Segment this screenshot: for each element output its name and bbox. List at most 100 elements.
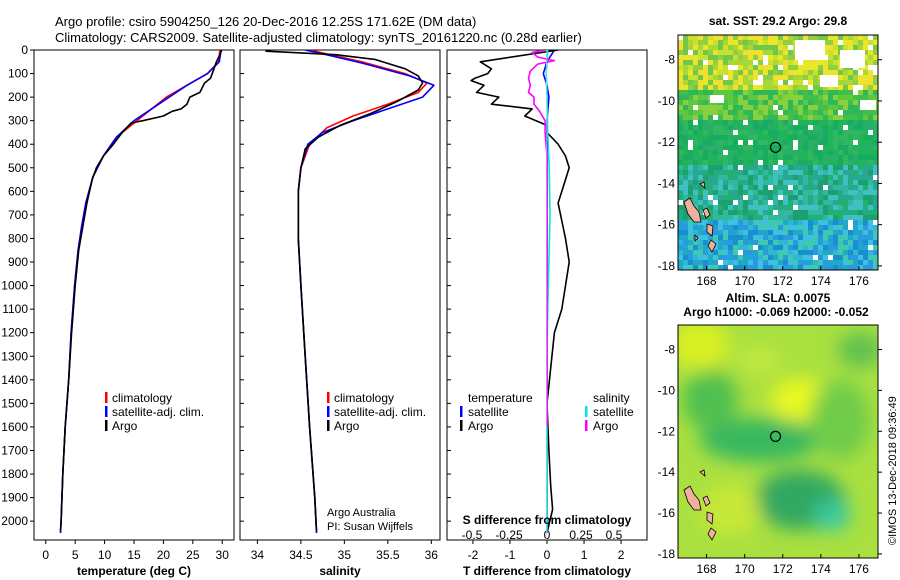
sst-cell <box>818 135 823 140</box>
sst-cell <box>848 130 853 135</box>
sst-cell <box>683 190 688 195</box>
sst-cell <box>818 100 823 105</box>
sst-cell <box>858 245 863 250</box>
sst-cell <box>763 155 768 160</box>
sst-cell <box>863 195 868 200</box>
sst-cell <box>753 245 758 250</box>
sst-cell <box>718 200 723 205</box>
sst-cell <box>678 95 683 100</box>
sst-cell <box>758 65 763 70</box>
sst-cell <box>853 140 858 145</box>
sst-cell <box>833 240 838 245</box>
sst-cell <box>823 85 828 90</box>
sst-cell <box>733 245 738 250</box>
sst-cell <box>778 175 783 180</box>
sst-cell <box>723 55 728 60</box>
sst-cell <box>863 50 868 55</box>
sst-cell <box>808 35 813 40</box>
sst-cell <box>743 175 748 180</box>
sst-cell <box>798 35 803 40</box>
sst-cell <box>733 225 738 230</box>
sst-cell <box>788 100 793 105</box>
sst-cell <box>853 90 858 95</box>
sst-cell <box>833 135 838 140</box>
sst-cell <box>693 85 698 90</box>
sst-cell <box>803 235 808 240</box>
sst-cell <box>683 180 688 185</box>
sst-cell <box>738 35 743 40</box>
sst-cell <box>758 230 763 235</box>
sst-cell <box>808 115 813 120</box>
sst-cell <box>783 210 788 215</box>
sst-cell <box>828 235 833 240</box>
sst-cell <box>788 130 793 135</box>
sst-cell <box>803 80 808 85</box>
sst-cell <box>693 240 698 245</box>
sst-cell <box>793 130 798 135</box>
sst-cell <box>718 140 723 145</box>
sst-cell <box>768 175 773 180</box>
sst-cell <box>803 100 808 105</box>
sst-cell <box>678 230 683 235</box>
sst-cell <box>763 100 768 105</box>
sst-cell <box>728 55 733 60</box>
sst-cell <box>808 235 813 240</box>
sst-cell <box>798 135 803 140</box>
sst-cell <box>808 100 813 105</box>
sst-cell <box>713 225 718 230</box>
sst-cell <box>843 210 848 215</box>
sst-cell <box>703 90 708 95</box>
sst-cell <box>778 205 783 210</box>
sst-cell <box>708 35 713 40</box>
sst-cell <box>708 75 713 80</box>
sst-cell <box>773 165 778 170</box>
sst-cell <box>733 120 738 125</box>
sst-cell <box>678 135 683 140</box>
sst-cell <box>688 135 693 140</box>
sst-cell <box>853 180 858 185</box>
sst-cell <box>768 115 773 120</box>
x-tick-label: 20 <box>157 548 171 562</box>
sst-cell <box>863 125 868 130</box>
sst-cell <box>843 195 848 200</box>
sst-cell <box>813 265 818 270</box>
sst-cell <box>773 260 778 265</box>
sst-cell <box>678 235 683 240</box>
sst-cell <box>873 225 878 230</box>
sst-cell <box>753 160 758 165</box>
sst-cell <box>768 230 773 235</box>
sst-cell <box>728 115 733 120</box>
sst-cell <box>688 55 693 60</box>
sst-cell <box>683 130 688 135</box>
sst-cell <box>723 70 728 75</box>
sst-cell <box>723 85 728 90</box>
sst-cell <box>793 140 798 145</box>
sst-cell <box>753 165 758 170</box>
sst-cell <box>698 180 703 185</box>
map-x-label: 176 <box>849 562 869 576</box>
sst-cell <box>798 65 803 70</box>
sst-cell <box>708 215 713 220</box>
sst-cell <box>828 70 833 75</box>
sst-cell <box>873 230 878 235</box>
sst-cell <box>698 200 703 205</box>
sst-cell <box>718 80 723 85</box>
sst-cell <box>838 40 843 45</box>
sst-cell <box>788 145 793 150</box>
sst-cell <box>683 155 688 160</box>
sst-cell <box>833 190 838 195</box>
sst-cell <box>863 240 868 245</box>
sst-cell <box>838 255 843 260</box>
sst-cell <box>753 105 758 110</box>
sst-cell <box>733 205 738 210</box>
sst-cell <box>758 80 763 85</box>
sst-cell <box>703 105 708 110</box>
sst-cell <box>723 170 728 175</box>
sst-cell <box>683 140 688 145</box>
sst-cell <box>788 250 793 255</box>
sst-cell <box>738 140 743 145</box>
sst-cell <box>788 215 793 220</box>
legend-satellite: satellite-adj. clim. <box>112 405 204 419</box>
sst-cell <box>833 180 838 185</box>
sst-cell <box>783 170 788 175</box>
